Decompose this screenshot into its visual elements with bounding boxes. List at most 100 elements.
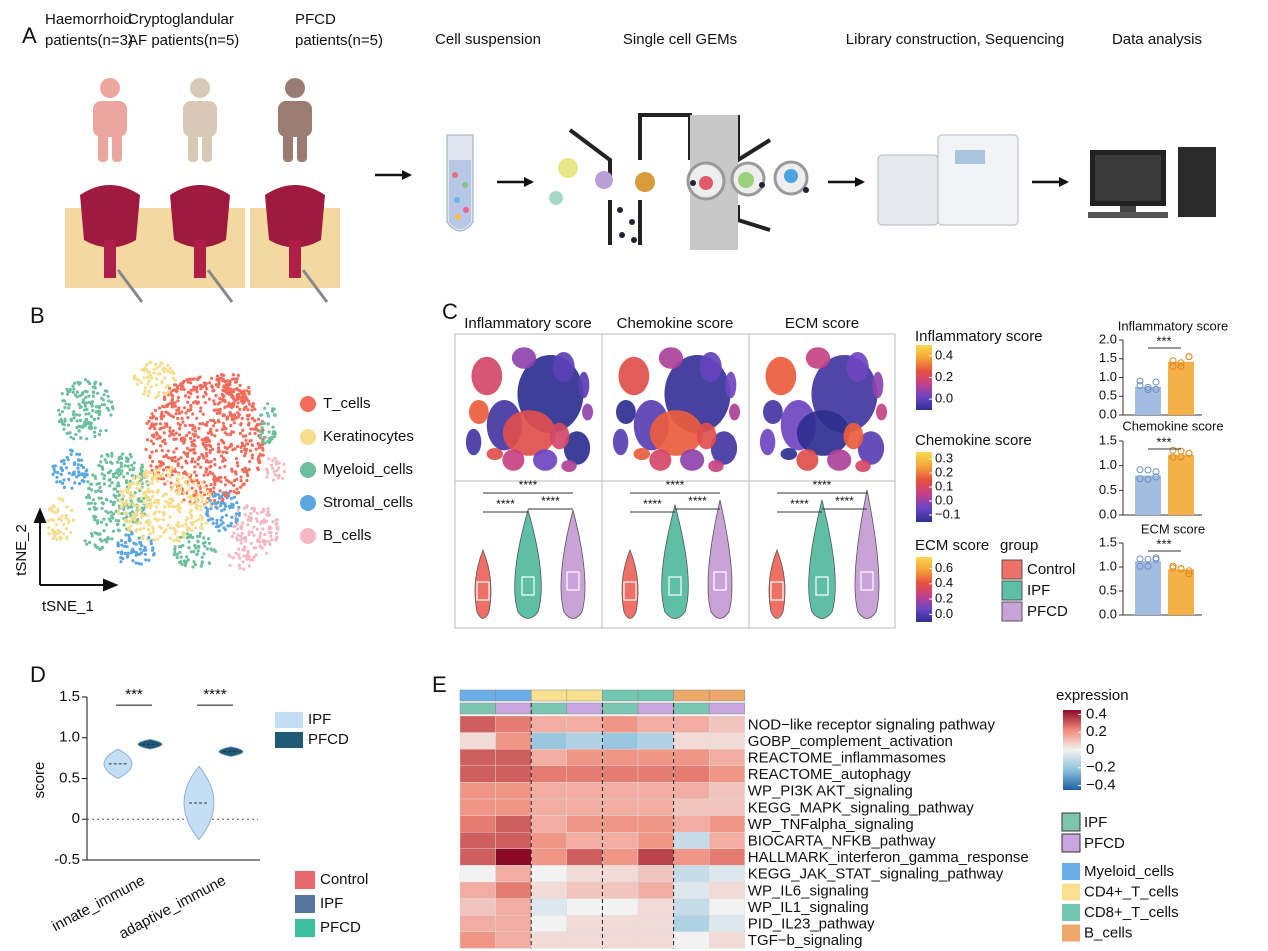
annotation-cell: [459, 689, 496, 702]
dot: [1144, 562, 1152, 570]
legend-label: IPF: [1084, 814, 1107, 831]
heatmap-cell: [709, 765, 746, 783]
row-label: WP_PI3K AKT_signaling: [748, 783, 913, 800]
violin: [474, 548, 492, 619]
annotation-cell: [566, 702, 603, 715]
step-label: Single cell GEMs: [623, 31, 737, 48]
step-label: Cell suspension: [435, 31, 541, 48]
row-label: KEGG_MAPK_signaling_pathway: [748, 799, 974, 816]
y-tick-label: 1.5: [1099, 350, 1117, 365]
dot: [1136, 475, 1144, 483]
heatmap-cell: [673, 715, 710, 733]
legend-marker: [1062, 883, 1080, 901]
heatmap-cell: [531, 832, 568, 850]
legend-marker: [1001, 601, 1023, 622]
score-map: [465, 347, 594, 472]
heatmap-cell: [495, 915, 532, 933]
dot: [1136, 555, 1144, 563]
score-map: [612, 347, 741, 472]
row-label: BIOCARTA_NFKB_pathway: [748, 832, 936, 849]
panel-label: E: [432, 672, 447, 697]
legend-marker: [1001, 559, 1023, 580]
row-label: PID_IL23_pathway: [748, 915, 875, 932]
panel-label: A: [22, 23, 37, 48]
heatmap-cell: [637, 848, 674, 866]
heatmap-cell: [531, 798, 568, 816]
heatmap-cell: [673, 881, 710, 899]
heatmap-cell: [531, 915, 568, 933]
heatmap-cell: [566, 765, 603, 783]
sig-label: ****: [203, 686, 227, 703]
tsne-cluster: [116, 465, 213, 543]
box: [713, 571, 727, 591]
legend-label: CD8+_T_cells: [1084, 904, 1179, 921]
tsne-cluster: [212, 372, 251, 422]
patient-group: patients(n=5): [295, 32, 383, 49]
heatmap-cell: [459, 749, 496, 767]
heatmap-cell: [709, 865, 746, 883]
heatmap-cell: [495, 732, 532, 750]
dot: [1144, 466, 1152, 474]
colorbar-tick-label: 0.2: [935, 590, 953, 605]
heatmap-cell: [602, 715, 639, 733]
heatmap-cell: [459, 898, 496, 916]
bar: [1135, 561, 1161, 615]
colorbar-tick-label: 0.4: [935, 575, 953, 590]
y-tick-label: 1.5: [1099, 534, 1117, 549]
y-tick-label: 0: [72, 810, 80, 827]
row-label: TGF−b_signaling: [748, 932, 863, 949]
heatmap-cell: [673, 782, 710, 800]
heatmap-cell: [459, 765, 496, 783]
panel-label: D: [30, 662, 46, 687]
row-label: HALLMARK_interferon_gamma_response: [748, 849, 1029, 866]
heatmap-cell: [637, 881, 674, 899]
legend-label: IPF: [320, 895, 343, 912]
dot: [1136, 562, 1144, 570]
heatmap-cell: [566, 915, 603, 933]
heatmap-cell: [566, 848, 603, 866]
heatmap-cell: [495, 765, 532, 783]
annotation-cell: [495, 702, 532, 715]
heatmap-cell: [459, 931, 496, 949]
heatmap-cell: [709, 815, 746, 833]
heatmap-cell: [637, 749, 674, 767]
heatmap-cell: [602, 881, 639, 899]
heatmap-cell: [602, 749, 639, 767]
heatmap-cell: [531, 848, 568, 866]
heatmap-cell: [602, 865, 639, 883]
tsne-cluster: [204, 491, 241, 533]
box: [668, 576, 682, 596]
anatomy-icon: [155, 185, 245, 303]
y-tick-label: 1.0: [1099, 558, 1117, 573]
panel-c-frame: [454, 333, 896, 629]
heatmap-cell: [637, 832, 674, 850]
heatmap-cell: [709, 782, 746, 800]
heatmap-cell: [495, 898, 532, 916]
violin: [661, 503, 689, 619]
annotation-cell: [637, 689, 674, 702]
tsne-cluster: [172, 531, 218, 569]
dot: [1152, 385, 1160, 393]
dot: [1185, 570, 1193, 578]
legend-label: B_cells: [323, 527, 371, 544]
heatmap-cell: [637, 765, 674, 783]
dot: [1144, 383, 1152, 391]
heatmap-cell: [602, 898, 639, 916]
colorbar-tick-label: 0: [1086, 741, 1094, 758]
legend-label: PFCD: [308, 731, 349, 748]
row-label: KEGG_JAK_STAT_signaling_pathway: [748, 866, 1004, 883]
colorbar-title: Chemokine score: [915, 432, 1032, 449]
patient-group: patients(n=3): [45, 32, 133, 49]
heatmap-cell: [602, 848, 639, 866]
colorbar-tick-label: 0.3: [935, 450, 953, 465]
legend-label: Control: [1027, 561, 1075, 578]
annotation-cell: [530, 702, 568, 715]
colorbar-tick-label: 0.0: [935, 606, 953, 621]
heatmap-cell: [637, 931, 674, 949]
dot: [1144, 386, 1152, 394]
heatmap-cell: [602, 931, 639, 949]
colorbar-tick-label: 0.0: [935, 391, 953, 406]
legend-marker: [275, 732, 303, 748]
heatmap-cell: [531, 715, 568, 733]
sig-label: ****: [790, 497, 809, 511]
